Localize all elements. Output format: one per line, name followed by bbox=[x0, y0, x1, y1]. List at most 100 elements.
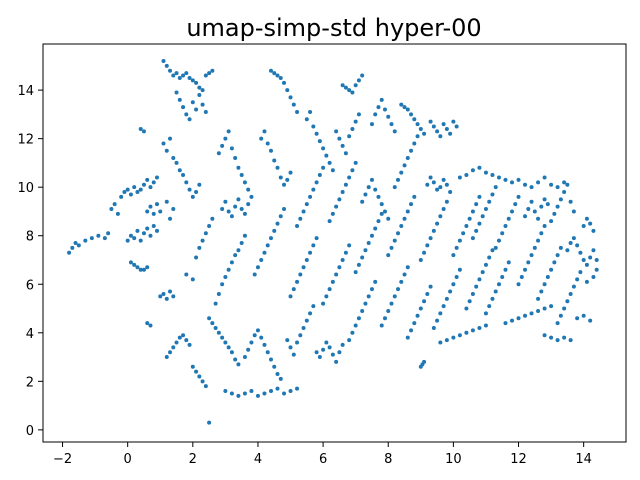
data-point bbox=[177, 335, 182, 340]
data-point bbox=[236, 248, 241, 253]
data-point bbox=[350, 168, 355, 173]
data-point bbox=[454, 124, 459, 129]
data-point bbox=[399, 102, 404, 107]
data-point bbox=[542, 306, 547, 311]
data-point bbox=[282, 207, 287, 212]
data-point bbox=[483, 262, 488, 267]
data-point bbox=[480, 214, 485, 219]
data-point bbox=[444, 126, 449, 131]
data-point bbox=[542, 224, 547, 229]
data-point bbox=[203, 109, 208, 114]
data-point bbox=[409, 148, 414, 153]
data-point bbox=[255, 265, 260, 270]
data-point bbox=[321, 347, 326, 352]
data-point bbox=[213, 325, 218, 330]
data-point bbox=[470, 168, 475, 173]
data-point bbox=[295, 224, 300, 229]
data-point bbox=[382, 209, 387, 214]
data-point bbox=[477, 165, 482, 170]
data-point bbox=[246, 347, 251, 352]
data-point bbox=[438, 214, 443, 219]
data-point bbox=[386, 308, 391, 313]
data-point bbox=[516, 177, 521, 182]
data-point bbox=[255, 393, 260, 398]
data-point bbox=[288, 389, 293, 394]
data-point bbox=[396, 177, 401, 182]
data-point bbox=[431, 124, 436, 129]
data-point bbox=[262, 391, 267, 396]
data-point bbox=[392, 129, 397, 134]
data-point bbox=[239, 207, 244, 212]
data-point bbox=[448, 289, 453, 294]
data-point bbox=[542, 282, 547, 287]
data-point bbox=[229, 391, 234, 396]
data-point bbox=[321, 301, 326, 306]
x-tick-label: 0 bbox=[124, 452, 132, 467]
data-point bbox=[477, 194, 482, 199]
data-point bbox=[76, 243, 81, 248]
y-tick-label: 2 bbox=[26, 375, 34, 390]
x-tick-label: 6 bbox=[319, 452, 327, 467]
data-point bbox=[496, 238, 501, 243]
data-point bbox=[496, 175, 501, 180]
data-point bbox=[558, 197, 563, 202]
data-point bbox=[382, 107, 387, 112]
data-point bbox=[246, 187, 251, 192]
data-point bbox=[412, 117, 417, 122]
data-point bbox=[229, 214, 234, 219]
data-point bbox=[311, 187, 316, 192]
data-point bbox=[363, 301, 368, 306]
data-point bbox=[200, 379, 205, 384]
data-point bbox=[571, 236, 576, 241]
data-point bbox=[340, 190, 345, 195]
data-point bbox=[366, 294, 371, 299]
data-point bbox=[128, 233, 133, 238]
data-point bbox=[135, 265, 140, 270]
data-point bbox=[197, 182, 202, 187]
data-point bbox=[356, 316, 361, 321]
data-point bbox=[474, 202, 479, 207]
data-point bbox=[194, 255, 199, 260]
data-point bbox=[268, 357, 273, 362]
data-point bbox=[210, 216, 215, 221]
data-point bbox=[242, 211, 247, 216]
data-point bbox=[399, 224, 404, 229]
data-point bbox=[259, 257, 264, 262]
data-point bbox=[454, 245, 459, 250]
data-point bbox=[334, 129, 339, 134]
data-point bbox=[249, 389, 254, 394]
data-point bbox=[412, 194, 417, 199]
x-tick-label: 14 bbox=[575, 452, 592, 467]
data-point bbox=[379, 323, 384, 328]
data-point bbox=[207, 420, 212, 425]
data-point bbox=[552, 211, 557, 216]
data-point bbox=[568, 291, 573, 296]
data-point bbox=[314, 350, 319, 355]
data-point bbox=[184, 272, 189, 277]
data-point bbox=[190, 100, 195, 105]
data-point bbox=[523, 313, 528, 318]
data-point bbox=[353, 160, 358, 165]
data-point bbox=[190, 78, 195, 83]
data-point bbox=[418, 306, 423, 311]
data-point bbox=[164, 148, 169, 153]
data-point bbox=[203, 231, 208, 236]
data-point bbox=[268, 148, 273, 153]
data-point bbox=[441, 207, 446, 212]
data-point bbox=[145, 177, 150, 182]
data-point bbox=[102, 236, 107, 241]
data-point bbox=[324, 340, 329, 345]
data-point bbox=[373, 187, 378, 192]
data-point bbox=[428, 284, 433, 289]
data-point bbox=[197, 245, 202, 250]
data-point bbox=[382, 316, 387, 321]
data-point bbox=[480, 270, 485, 275]
data-point bbox=[575, 243, 580, 248]
data-point bbox=[340, 342, 345, 347]
data-point bbox=[487, 255, 492, 260]
data-point bbox=[529, 311, 534, 316]
data-point bbox=[324, 153, 329, 158]
data-point bbox=[441, 304, 446, 309]
data-point bbox=[451, 253, 456, 258]
data-point bbox=[268, 236, 273, 241]
